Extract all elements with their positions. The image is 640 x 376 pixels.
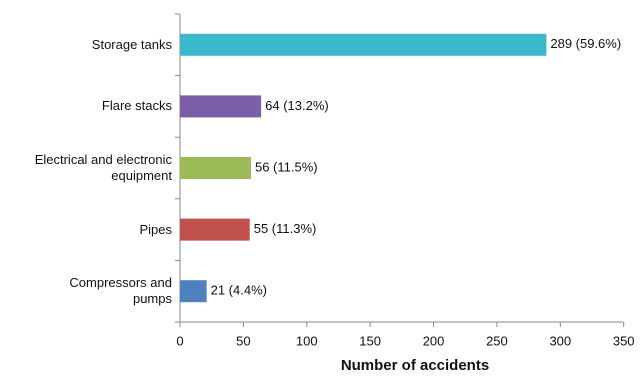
bar xyxy=(180,218,250,241)
value-label: 21 (4.4%) xyxy=(211,283,267,298)
y-tick-label: Pipes xyxy=(139,221,172,237)
x-tick-label: 250 xyxy=(486,333,508,348)
x-tick-label: 300 xyxy=(549,333,571,348)
y-tick-label: Flare stacks xyxy=(101,98,172,114)
y-tick-label: Compressors and pumps xyxy=(69,275,172,307)
bar xyxy=(180,33,547,56)
x-tick-label: 100 xyxy=(296,333,318,348)
bar xyxy=(180,157,251,179)
x-tick-label: 200 xyxy=(423,333,445,348)
x-axis-title: Number of accidents xyxy=(341,357,489,374)
value-label: 55 (11.3%) xyxy=(254,221,317,236)
x-tick-label: 0 xyxy=(176,333,183,348)
x-tick-label: 350 xyxy=(613,333,635,348)
y-tick-label: Storage tanks xyxy=(91,36,172,52)
value-label: 289 (59.6%) xyxy=(550,36,621,51)
y-tick-label: Electrical and electronic equipment xyxy=(34,152,172,183)
x-tick-label: 150 xyxy=(359,333,381,348)
value-label: 56 (11.5%) xyxy=(255,159,318,174)
bar xyxy=(180,280,207,303)
value-label: 64 (13.2%) xyxy=(265,98,329,113)
x-tick-label: 50 xyxy=(236,333,250,348)
bar xyxy=(180,95,262,118)
